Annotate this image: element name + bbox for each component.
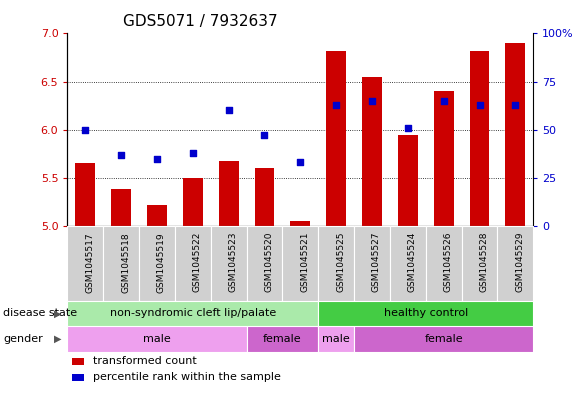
Bar — [247, 326, 318, 352]
Bar — [498, 226, 533, 301]
Bar — [211, 226, 247, 301]
Text: percentile rank within the sample: percentile rank within the sample — [93, 373, 281, 382]
Point — [403, 125, 413, 131]
Point — [81, 127, 90, 133]
Bar — [67, 226, 103, 301]
Bar — [219, 160, 239, 226]
Point — [188, 150, 197, 156]
Bar — [318, 326, 354, 352]
Bar — [175, 226, 211, 301]
Text: GSM1045528: GSM1045528 — [479, 232, 489, 292]
Point — [475, 101, 484, 108]
Text: GSM1045519: GSM1045519 — [157, 232, 166, 292]
Text: GSM1045527: GSM1045527 — [372, 232, 381, 292]
Point — [260, 132, 269, 139]
Bar — [72, 373, 84, 381]
Bar — [434, 91, 454, 226]
Text: gender: gender — [3, 334, 43, 344]
Bar — [282, 226, 318, 301]
Bar — [398, 134, 418, 226]
Text: male: male — [143, 334, 171, 344]
Text: female: female — [424, 334, 463, 344]
Point — [439, 97, 448, 104]
Text: GSM1045521: GSM1045521 — [301, 232, 309, 292]
Point — [510, 101, 520, 108]
Bar — [111, 189, 131, 226]
Bar — [147, 205, 167, 226]
Text: GSM1045522: GSM1045522 — [193, 232, 202, 292]
Text: GSM1045526: GSM1045526 — [444, 232, 452, 292]
Bar — [67, 301, 318, 326]
Text: female: female — [263, 334, 302, 344]
Bar — [318, 226, 354, 301]
Point — [224, 107, 233, 114]
Bar — [183, 178, 203, 226]
Point — [332, 101, 341, 108]
Bar — [506, 43, 525, 226]
Text: GSM1045518: GSM1045518 — [121, 232, 130, 292]
Text: healthy control: healthy control — [384, 309, 468, 318]
Bar — [362, 77, 382, 226]
Text: non-syndromic cleft lip/palate: non-syndromic cleft lip/palate — [110, 309, 276, 318]
Text: male: male — [322, 334, 350, 344]
Bar — [291, 221, 310, 226]
Bar — [67, 326, 247, 352]
Bar — [426, 226, 462, 301]
Point — [296, 159, 305, 165]
Bar — [318, 301, 533, 326]
Bar — [469, 51, 489, 226]
Text: transformed count: transformed count — [93, 356, 197, 367]
Bar — [354, 226, 390, 301]
Text: disease state: disease state — [3, 309, 77, 318]
Bar — [76, 163, 95, 226]
Bar — [139, 226, 175, 301]
Text: ▶: ▶ — [54, 309, 62, 318]
Text: GSM1045523: GSM1045523 — [229, 232, 238, 292]
Text: ▶: ▶ — [54, 334, 62, 344]
Text: GSM1045520: GSM1045520 — [264, 232, 274, 292]
Bar — [103, 226, 139, 301]
Bar — [326, 51, 346, 226]
Point — [367, 97, 377, 104]
Text: GSM1045517: GSM1045517 — [86, 232, 94, 292]
Bar — [72, 358, 84, 365]
Bar — [247, 226, 282, 301]
Bar — [390, 226, 426, 301]
Bar — [255, 168, 274, 226]
Bar — [354, 326, 533, 352]
Text: GSM1045524: GSM1045524 — [408, 232, 417, 292]
Text: GDS5071 / 7932637: GDS5071 / 7932637 — [123, 15, 278, 29]
Text: GSM1045529: GSM1045529 — [515, 232, 524, 292]
Text: GSM1045525: GSM1045525 — [336, 232, 345, 292]
Point — [152, 155, 162, 162]
Bar — [462, 226, 498, 301]
Point — [117, 152, 126, 158]
